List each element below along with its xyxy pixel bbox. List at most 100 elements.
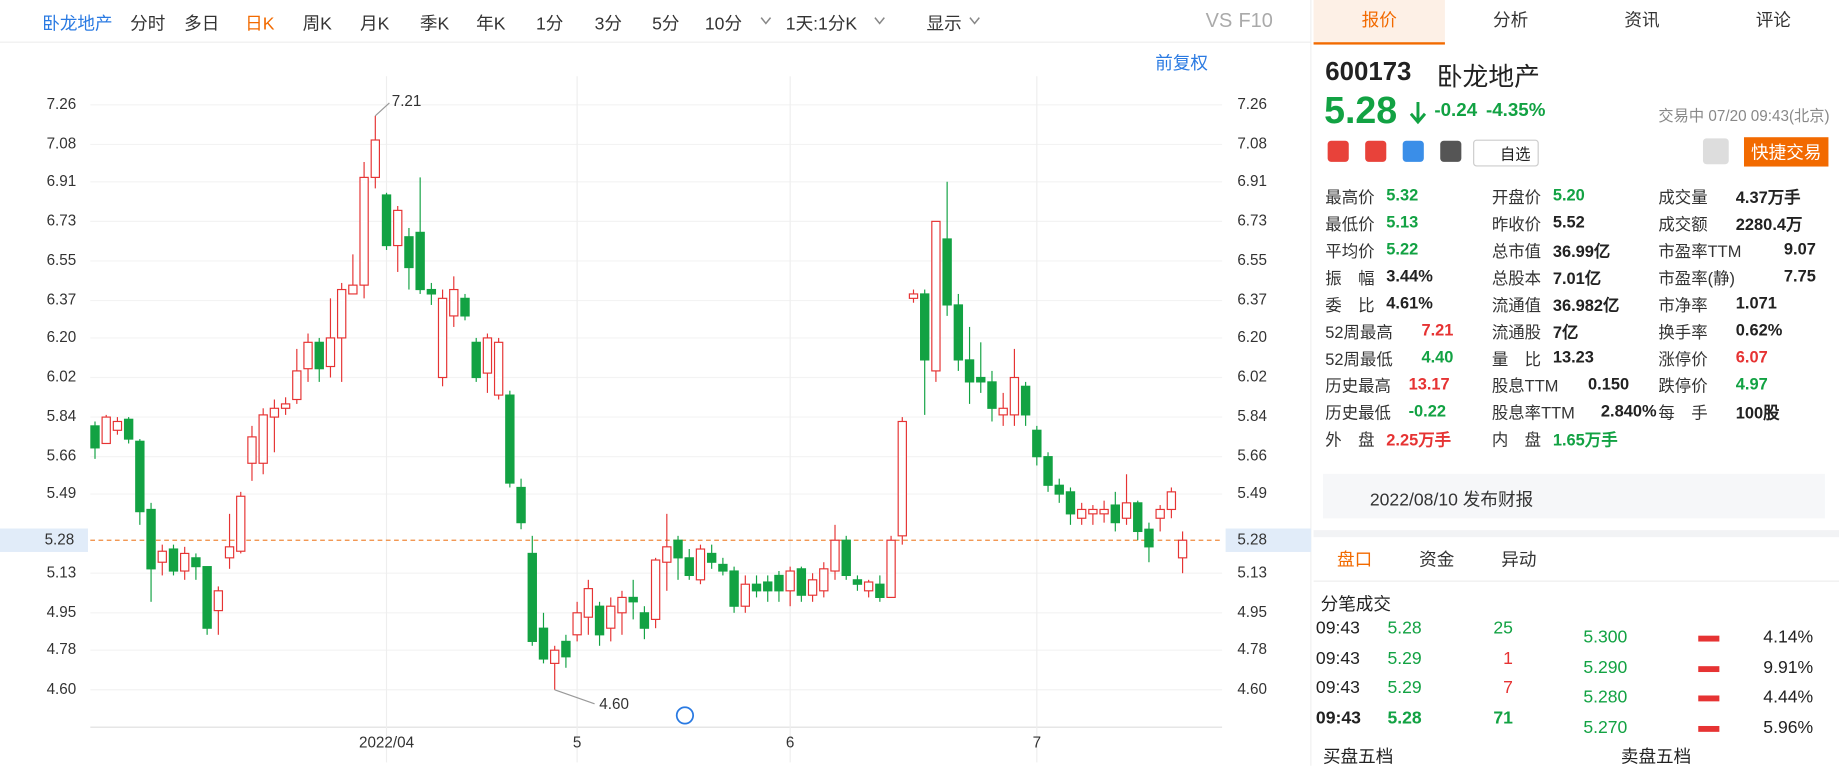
- tag-icon[interactable]: [1327, 140, 1349, 162]
- trade-status: 交易中 07/20 09:43(北京): [1658, 106, 1830, 125]
- candle-body: [1020, 385, 1031, 416]
- adjust-button[interactable]: 前复权: [1155, 53, 1209, 74]
- sub-tab[interactable]: 异动: [1501, 550, 1537, 570]
- stat-label: 历史最高: [1325, 376, 1391, 396]
- y-tick-label-right: 5.84: [1237, 408, 1267, 425]
- candle-body: [763, 581, 773, 592]
- panel-tab[interactable]: 资讯: [1624, 10, 1660, 31]
- stat-label: 成交量: [1658, 187, 1708, 207]
- stat-label: 换手率: [1658, 322, 1708, 342]
- y-tick-label-right: 4.60: [1237, 681, 1267, 698]
- watch-button[interactable]: 自选: [1473, 139, 1539, 167]
- chart: 7.26 7.26 7.08 7.08 6.91 6.91 6.73 6.73 6.55 6.55…: [0, 0, 1312, 766]
- dropdown-icon[interactable]: [874, 16, 886, 25]
- candle-body: [135, 440, 145, 513]
- stock-code: 600173: [1325, 56, 1412, 86]
- candle-body: [942, 238, 952, 306]
- period-tab[interactable]: 10分: [704, 14, 743, 35]
- candle-body: [180, 552, 190, 572]
- sub-tab[interactable]: 盘口: [1337, 550, 1373, 570]
- period-tab[interactable]: 分时: [130, 14, 166, 35]
- last-price-label: 5.28: [45, 531, 75, 548]
- candle-body: [673, 539, 683, 559]
- candle-body: [550, 649, 560, 664]
- candle-body: [236, 495, 246, 552]
- stat-value: 13.23: [1552, 347, 1594, 366]
- tag-icon[interactable]: [1365, 140, 1387, 162]
- period-tab[interactable]: 季K: [419, 14, 450, 35]
- stat-label: 市盈率TTM: [1658, 241, 1742, 261]
- candle-body: [796, 568, 807, 596]
- price: 5.28: [1324, 89, 1398, 132]
- candle-body: [976, 376, 986, 383]
- period-tab[interactable]: 多日: [184, 14, 220, 35]
- y-tick-label-right: 7.08: [1237, 135, 1267, 152]
- notice-box: [1322, 473, 1825, 519]
- candle-body: [964, 359, 975, 383]
- y-tick-label: 4.95: [47, 604, 77, 621]
- candle-body: [437, 297, 448, 379]
- candle-body: [572, 612, 582, 636]
- panel-tab[interactable]: 分析: [1492, 10, 1529, 31]
- interval-select[interactable]: 1天:1分K: [785, 14, 858, 35]
- stock-name[interactable]: 卧龙地产: [42, 14, 113, 35]
- quick-trade-button[interactable]: 快捷交易: [1743, 137, 1829, 167]
- candle-body: [202, 566, 212, 629]
- candle-body: [381, 194, 392, 247]
- candle-body: [359, 176, 369, 286]
- period-tab[interactable]: 年K: [476, 14, 506, 35]
- candle-body: [269, 407, 280, 418]
- period-tab[interactable]: 5分: [652, 14, 680, 35]
- period-tab[interactable]: 1分: [535, 14, 564, 35]
- period-tab[interactable]: 周K: [302, 14, 332, 35]
- stat-value: 4.97: [1735, 374, 1768, 393]
- candle-body: [460, 297, 470, 317]
- book-bar: [1698, 695, 1720, 702]
- tag-icon[interactable]: [1402, 140, 1424, 162]
- last-price-label-right: 5.28: [1237, 531, 1267, 548]
- stat-label: 委 比: [1325, 295, 1375, 315]
- stat-label: 跌停价: [1658, 376, 1708, 396]
- candle-body: [1076, 508, 1087, 519]
- trade-volume: 1: [1503, 647, 1513, 668]
- book-header: 卖盘五档: [1620, 747, 1692, 766]
- sub-tab[interactable]: 资金: [1419, 550, 1455, 570]
- low-pointer: [554, 689, 595, 705]
- candle-body: [650, 559, 661, 620]
- candle-body: [751, 583, 762, 592]
- stat-label: 总市值: [1491, 241, 1542, 261]
- notice[interactable]: 2022/08/10 发布财报: [1369, 490, 1534, 511]
- candle-body: [516, 486, 526, 524]
- candle-body: [1043, 456, 1053, 486]
- candle-body: [292, 370, 302, 401]
- event-icon[interactable]: [675, 706, 695, 725]
- candle-body: [819, 568, 829, 592]
- trade-price: 5.28: [1387, 618, 1422, 639]
- tag-icon[interactable]: [1440, 140, 1462, 162]
- dropdown-icon[interactable]: [760, 16, 772, 25]
- f10-button[interactable]: F10: [1238, 9, 1273, 32]
- y-tick-label-right: 6.73: [1237, 212, 1267, 229]
- vs-button[interactable]: VS: [1205, 9, 1233, 32]
- book-pct: 4.44%: [1763, 687, 1814, 708]
- panel-tab[interactable]: 评论: [1755, 10, 1791, 31]
- bell-button[interactable]: [1702, 138, 1729, 165]
- y-tick-label: 6.02: [47, 369, 77, 386]
- y-tick-label: 4.60: [47, 681, 77, 698]
- stat-value: 7亿: [1552, 322, 1579, 342]
- candle-body: [920, 293, 930, 361]
- period-tab[interactable]: 日K: [245, 14, 275, 35]
- stat-value: 13.17: [1408, 374, 1450, 393]
- period-tab[interactable]: 3分: [594, 14, 623, 35]
- stat-label: 涨停价: [1658, 349, 1708, 369]
- dropdown-icon[interactable]: [969, 16, 981, 25]
- x-tick-label: 2022/04: [359, 735, 415, 752]
- panel-tab[interactable]: 报价: [1313, 0, 1445, 45]
- display-select[interactable]: 显示: [926, 14, 962, 35]
- period-tab[interactable]: 月K: [360, 14, 390, 35]
- stat-value: 9.07: [1783, 239, 1816, 259]
- candle-body: [404, 236, 414, 269]
- book-price: 5.280: [1583, 687, 1628, 708]
- candle-body: [168, 548, 179, 572]
- book-pct: 5.96%: [1763, 717, 1814, 738]
